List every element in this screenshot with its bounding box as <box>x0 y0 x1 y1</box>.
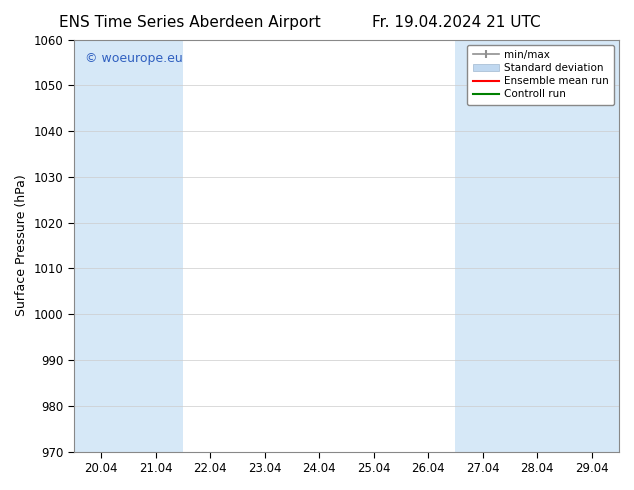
Text: Fr. 19.04.2024 21 UTC: Fr. 19.04.2024 21 UTC <box>372 15 541 30</box>
Text: © woeurope.eu: © woeurope.eu <box>84 52 183 65</box>
Y-axis label: Surface Pressure (hPa): Surface Pressure (hPa) <box>15 175 28 317</box>
Bar <box>74 40 183 452</box>
Bar <box>455 40 619 452</box>
Text: ENS Time Series Aberdeen Airport: ENS Time Series Aberdeen Airport <box>60 15 321 30</box>
Legend: min/max, Standard deviation, Ensemble mean run, Controll run: min/max, Standard deviation, Ensemble me… <box>467 45 614 104</box>
